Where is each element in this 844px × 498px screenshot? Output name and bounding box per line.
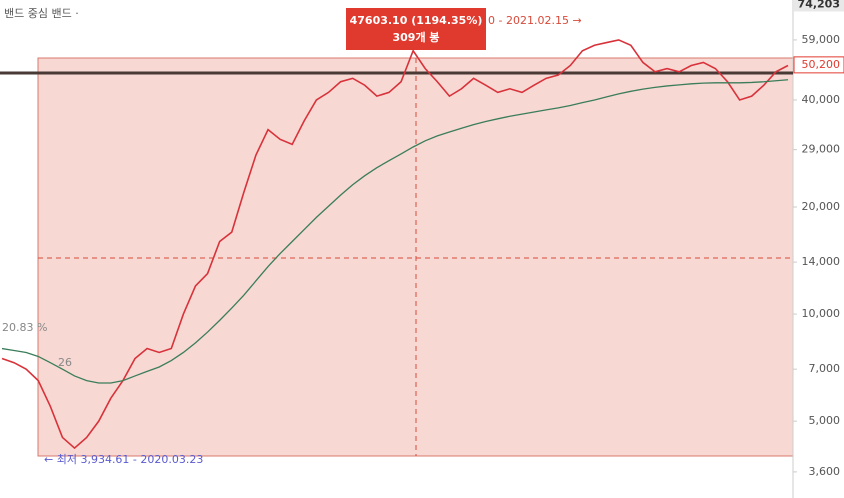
tooltip-change: 47603.10 (1194.35%)	[350, 14, 483, 27]
y-tick-label: 40,000	[802, 93, 841, 106]
mid-note: 26	[58, 356, 72, 369]
y-tick-label: 10,000	[802, 307, 841, 320]
y-tick-label: 59,000	[802, 33, 841, 46]
series-line	[1, 39, 789, 450]
y-tick-label: 5,000	[809, 414, 841, 427]
top-price-label: 74,203	[798, 0, 840, 11]
pct-note: 20.83 %	[2, 321, 47, 334]
tooltip-box	[346, 8, 486, 50]
current-price-label: 50,200	[802, 58, 841, 71]
series-line	[1, 79, 789, 384]
y-tick-label: 14,000	[802, 255, 841, 268]
y-tick-label: 7,000	[809, 362, 841, 375]
y-tick-label: 29,000	[802, 143, 841, 156]
current-price-box	[793, 56, 844, 74]
header: 밴드 중심 밴드 ·	[4, 7, 79, 20]
y-tick-label: 20,000	[802, 200, 841, 213]
y-tick-label: 3,600	[809, 465, 841, 478]
tooltip-bars: 309개 봉	[392, 30, 439, 44]
high-note: 0 - 2021.02.15 →	[488, 14, 582, 27]
top-price-box	[794, 0, 844, 12]
low-note: ← 최저 3,934.61 - 2020.03.23	[44, 453, 203, 466]
